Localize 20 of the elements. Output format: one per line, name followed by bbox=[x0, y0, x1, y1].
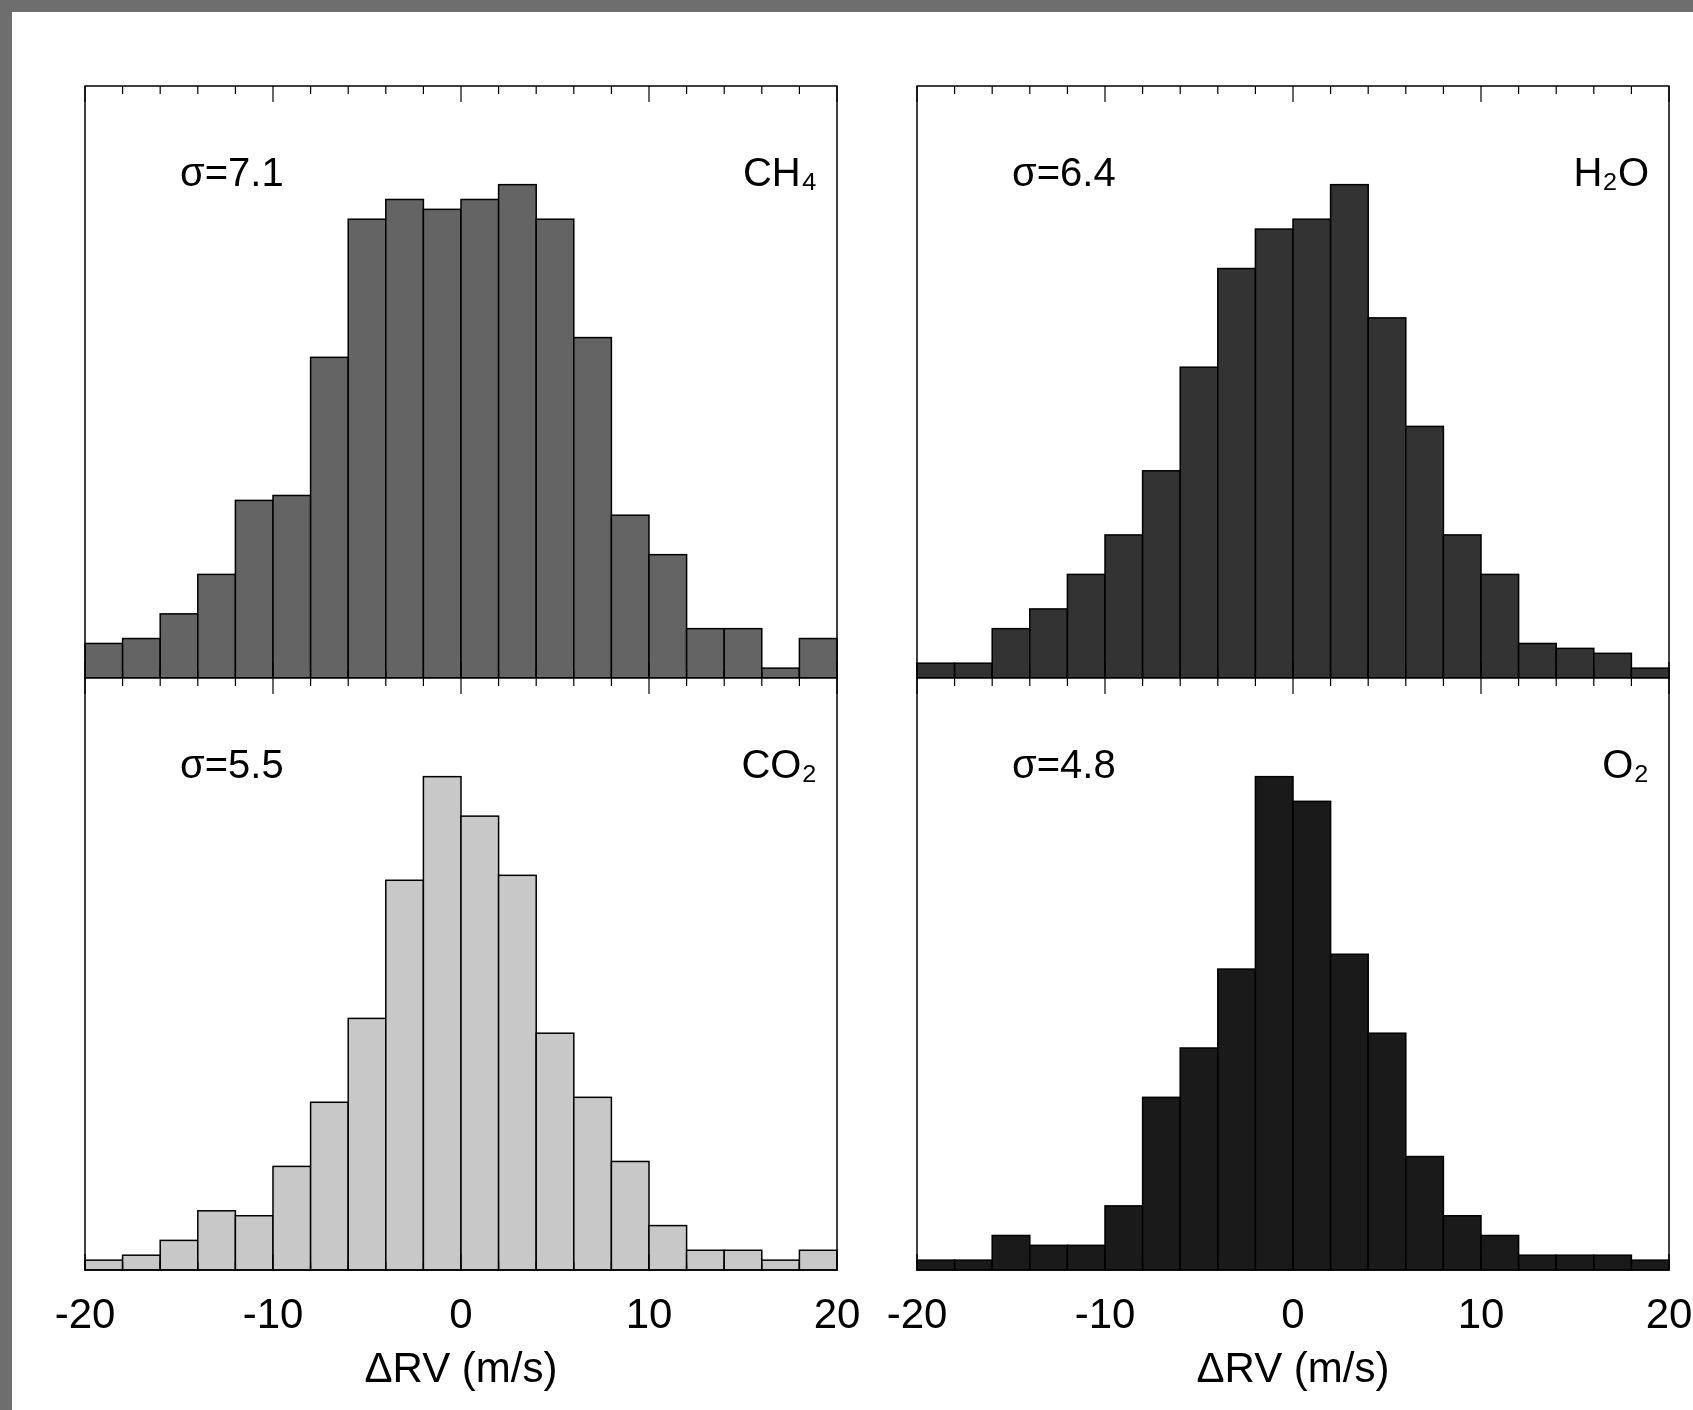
annotation: CH₄ bbox=[742, 150, 817, 194]
annotation: σ=7.1 bbox=[180, 150, 284, 194]
x-tick-label: 10 bbox=[625, 1290, 673, 1337]
x-tick-label: 10 bbox=[1457, 1290, 1505, 1337]
x-axis-title: ΔRV (m/s) bbox=[364, 1344, 558, 1391]
x-tick-label: 0 bbox=[1281, 1290, 1305, 1337]
x-tick-label: -10 bbox=[1074, 1290, 1136, 1337]
x-tick-label: -20 bbox=[886, 1290, 948, 1337]
annotation: CO₂ bbox=[741, 742, 817, 786]
x-tick-label: 0 bbox=[449, 1290, 473, 1337]
x-axis-title: ΔRV (m/s) bbox=[1196, 1344, 1390, 1391]
x-tick-label: 20 bbox=[1645, 1290, 1693, 1337]
annotation: σ=4.8 bbox=[1012, 742, 1116, 786]
x-tick-label: -10 bbox=[242, 1290, 304, 1337]
annotation: σ=6.4 bbox=[1012, 150, 1116, 194]
annotation: O₂ bbox=[1602, 742, 1649, 786]
annotation: σ=5.5 bbox=[180, 742, 284, 786]
annotation: H₂O bbox=[1573, 150, 1649, 194]
x-tick-label: 20 bbox=[813, 1290, 861, 1337]
x-tick-label: -20 bbox=[54, 1290, 116, 1337]
